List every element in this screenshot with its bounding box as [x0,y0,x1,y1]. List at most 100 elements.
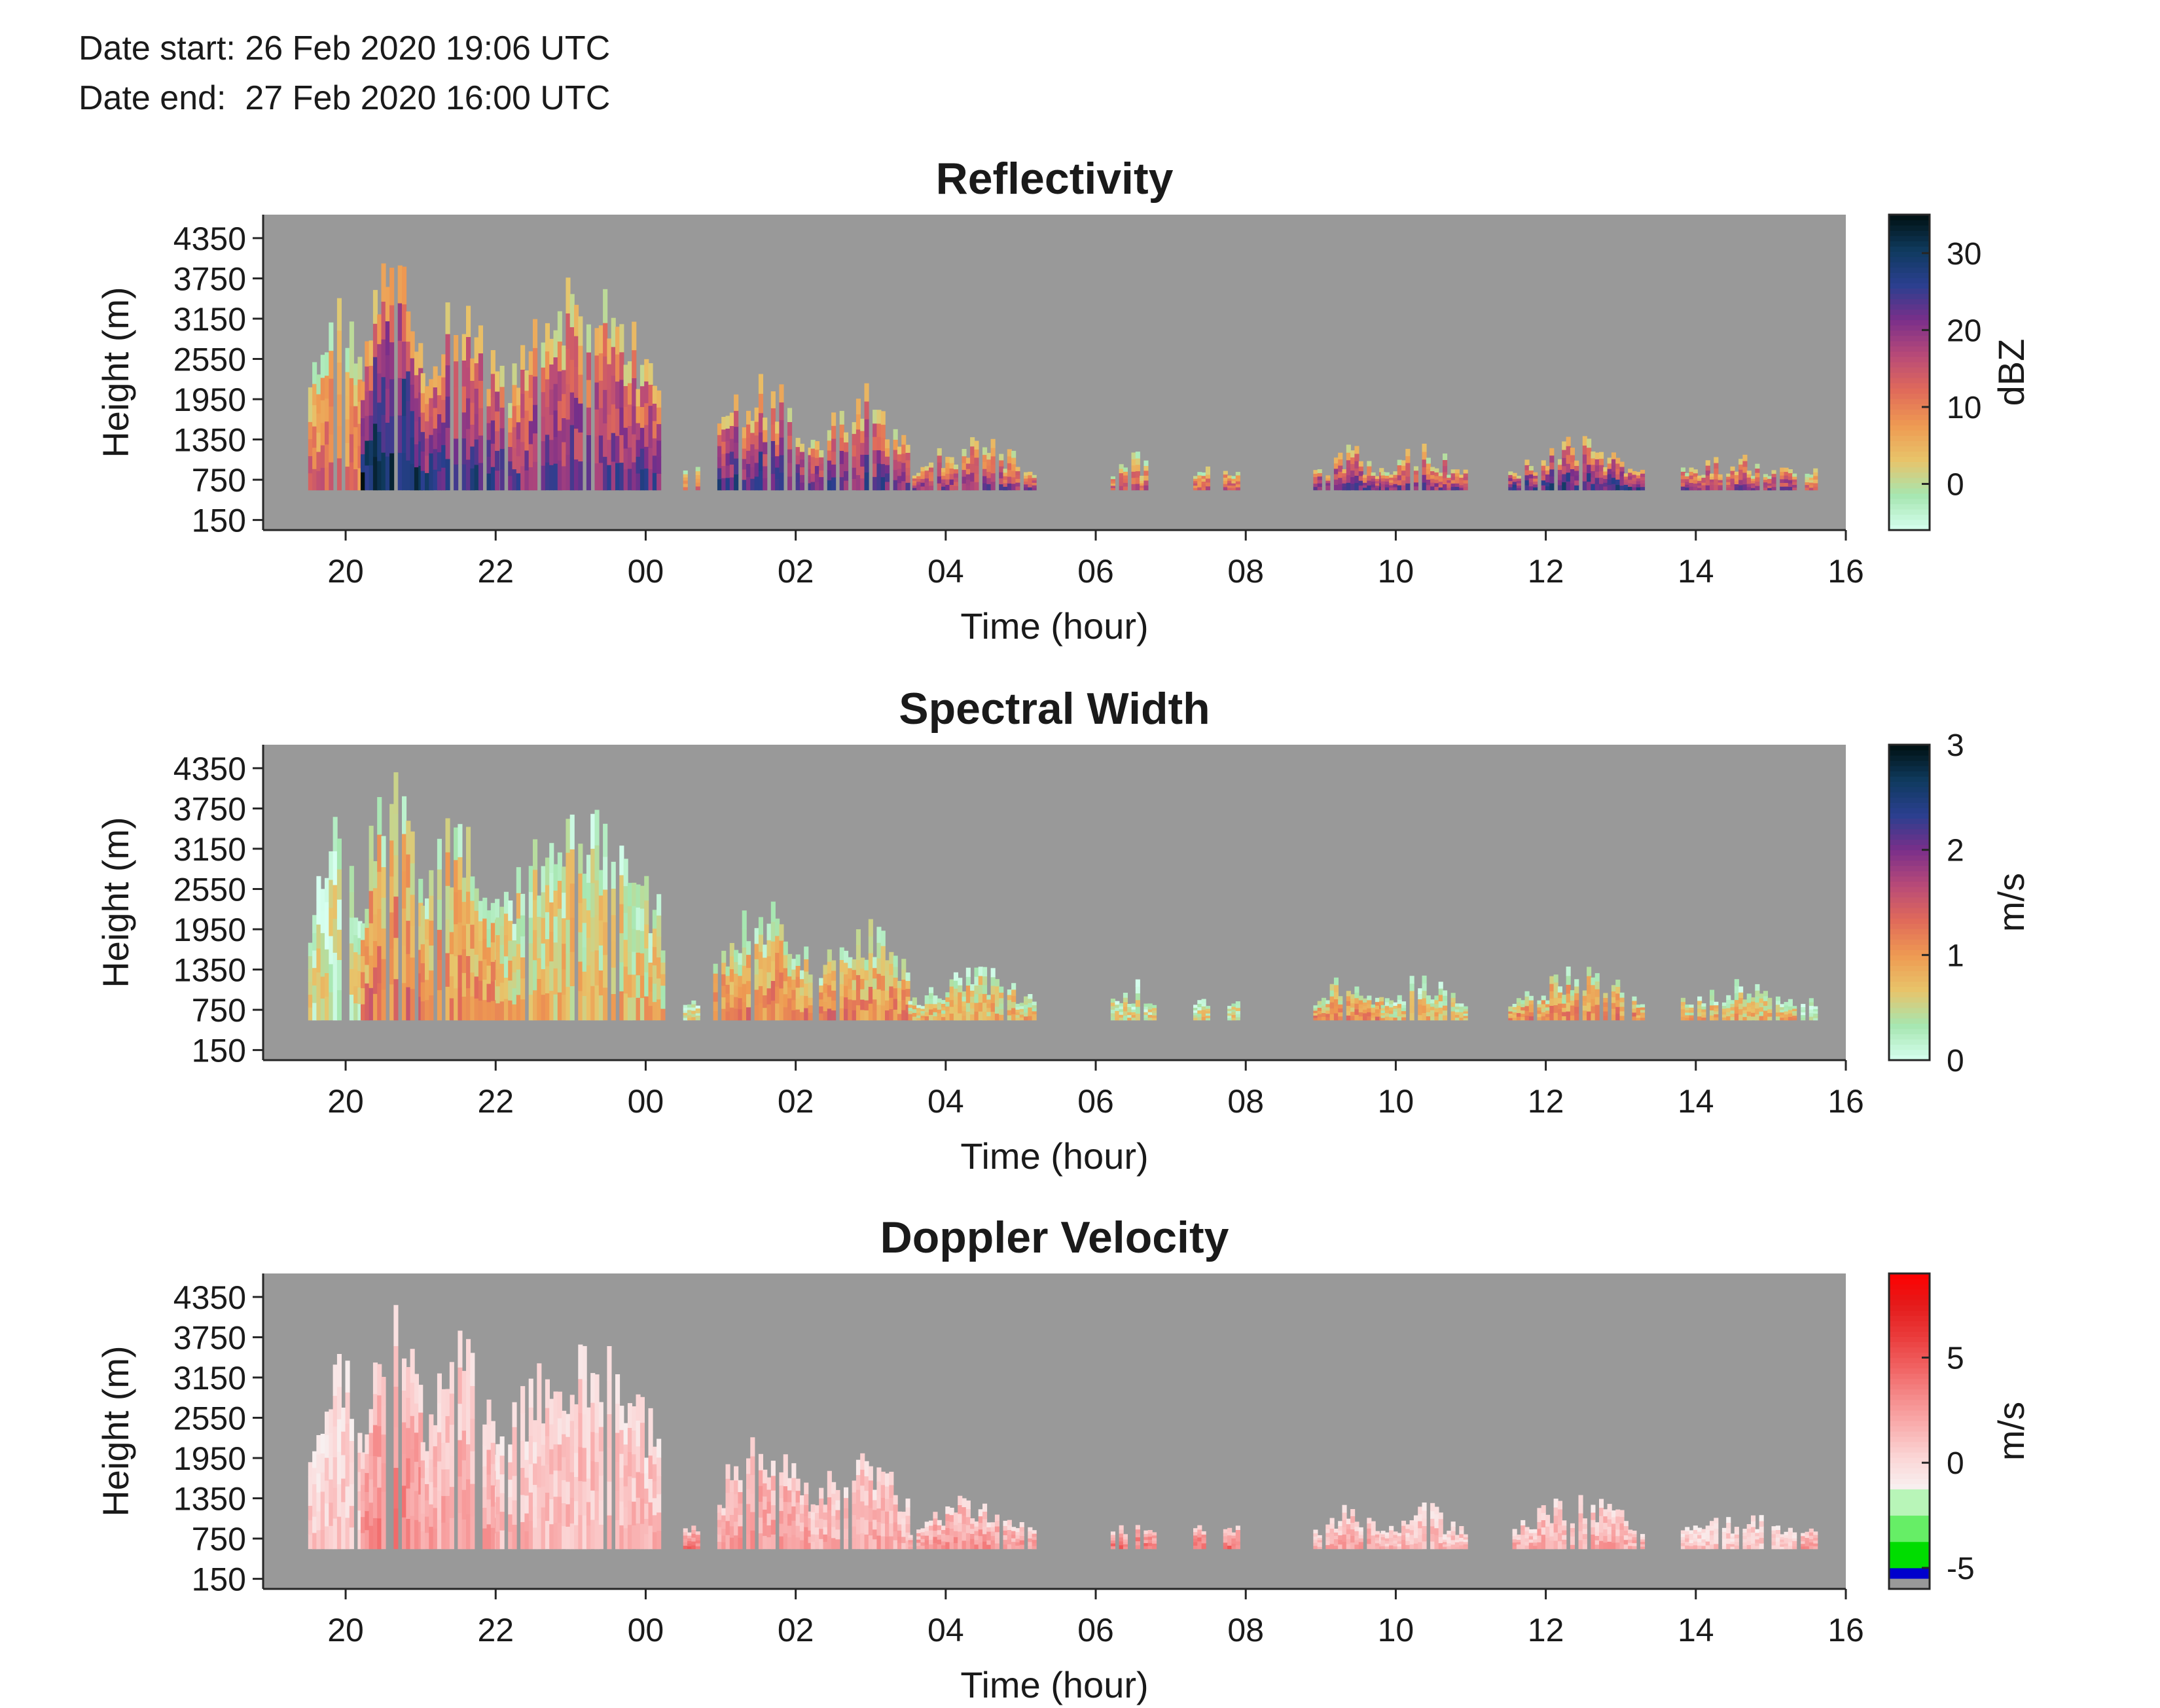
echo-cell [1615,1529,1621,1537]
echo-cell [1371,1521,1376,1527]
echo-cell [449,909,454,933]
echo-cell [953,1512,958,1520]
echo-cell [1313,480,1318,484]
echo-cell [1329,1523,1335,1529]
echo-cell [808,476,813,484]
echo-cell [893,1495,898,1505]
echo-cell [325,421,330,445]
echo-cell [860,454,865,467]
echo-cell [433,407,438,429]
echo-cell [770,980,776,1001]
echo-cell [1697,1004,1702,1009]
echo-cell [880,1535,886,1550]
echo-cell [1591,1504,1596,1513]
echo-cell [1508,1006,1513,1010]
echo-cell [470,995,475,1021]
echo-cell [586,324,591,353]
echo-cell [717,435,722,446]
echo-cell [381,928,386,959]
colorbar-tick-label: 5 [1947,1342,1964,1376]
echo-cell [1574,999,1579,1007]
echo-cell [1447,487,1452,491]
echo-cell [1325,487,1331,491]
echo-cell [876,927,882,943]
echo-cell [1434,468,1439,472]
echo-cell [1512,1017,1517,1021]
echo-cell [1322,1005,1327,1010]
echo-cell [958,1012,963,1021]
echo-cell [795,1514,801,1526]
echo-cell [970,472,975,482]
echo-cell [644,446,649,469]
echo-cell [361,435,366,455]
echo-cell [835,1489,840,1501]
echo-cell [406,953,411,987]
echo-cell [557,1417,562,1445]
echo-cell [377,871,382,909]
colorbar-swatch [1889,335,1930,342]
echo-cell [652,1531,657,1550]
echo-cell [734,442,739,459]
echo-cell [1619,1516,1625,1523]
echo-cell [1338,1016,1343,1021]
echo-cell [1566,454,1571,464]
echo-cell [533,347,538,377]
echo-cell [1615,1516,1621,1523]
echo-cell [687,1543,693,1547]
echo-cell [1110,1537,1115,1541]
echo-cell [1434,1012,1439,1017]
echo-cell [414,1461,419,1491]
echo-cell [855,1474,861,1490]
echo-cell [1463,1539,1468,1542]
echo-cell [893,459,898,471]
echo-cell [1574,1006,1579,1014]
echo-cell [1508,1010,1513,1014]
x-axis-label: Time (hour) [960,1664,1148,1705]
echo-cell [1553,982,1558,990]
echo-cell [402,1390,407,1423]
echo-cell [880,1497,886,1511]
echo-cell [725,465,730,478]
echo-cell [1131,452,1136,459]
echo-cell [1705,460,1710,466]
echo-cell [365,366,370,391]
echo-cell [433,1507,438,1529]
echo-cell [528,1378,533,1408]
echo-cell [495,391,500,412]
echo-cell [965,993,971,1003]
echo-cell [1227,480,1233,484]
echo-cell [1389,1006,1394,1011]
echo-cell [619,961,624,991]
echo-cell [982,993,988,1003]
echo-cell [1032,1539,1037,1543]
echo-cell [933,1512,938,1519]
echo-cell [1325,1540,1331,1546]
echo-cell [1443,1546,1448,1550]
echo-cell [1545,486,1551,491]
echo-cell [486,1499,492,1525]
echo-cell [414,467,419,491]
echo-cell [393,1427,399,1468]
echo-cell [636,952,641,976]
echo-cell [490,1421,495,1443]
echo-cell [1235,1004,1240,1008]
echo-cell [844,432,849,443]
echo-cell [1578,1521,1583,1531]
echo-cell [982,1511,988,1520]
echo-cell [1734,474,1739,478]
echo-cell [1701,474,1706,478]
echo-cell [1685,1017,1690,1021]
echo-cell [844,461,849,471]
echo-cell [486,456,492,474]
echo-cell [1705,1529,1710,1534]
echo-cell [949,1013,954,1021]
echo-cell [897,1518,902,1525]
echo-cell [1193,488,1198,491]
echo-cell [1367,999,1372,1005]
x-tick-label: 10 [1378,1083,1414,1120]
echo-cell [1562,457,1567,467]
echo-cell [691,1537,696,1542]
echo-cell [1541,465,1546,471]
echo-cell [901,471,907,482]
echo-cell [1775,1533,1780,1538]
